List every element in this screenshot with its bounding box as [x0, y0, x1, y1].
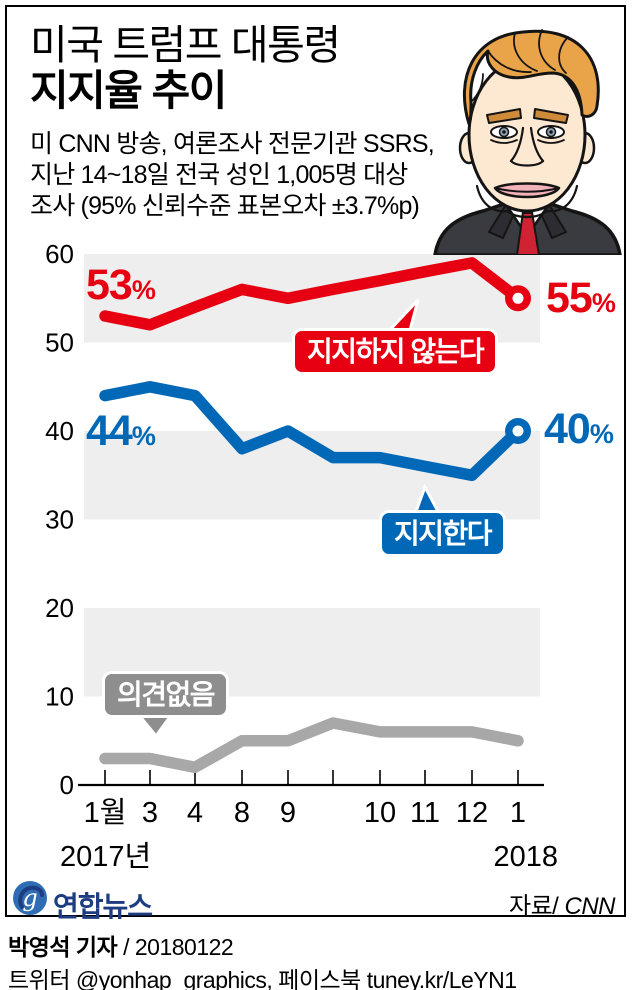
x-tick-label: 4 — [187, 797, 203, 829]
eye-line-left — [490, 139, 518, 144]
approve-start-value: 44% — [86, 407, 156, 455]
x-axis — [78, 770, 544, 787]
border-frame — [5, 5, 626, 917]
x-tick-label: 1 — [510, 797, 526, 829]
x-tick-label: 10 — [364, 797, 396, 829]
hair-strands — [470, 29, 569, 103]
page-title-line1: 미국 트럼프 대통령 — [30, 22, 341, 68]
x-tick-label: 8 — [234, 797, 250, 829]
y-axis-labels: 60 50 40 30 20 10 0 — [45, 239, 74, 800]
mouth-line — [494, 187, 560, 193]
approve-label-bubble: 지지한다 — [379, 510, 507, 557]
no-opinion-label-bubble: 의견없음 — [102, 671, 230, 718]
x-tick-label: 1월 — [84, 796, 127, 829]
x-tick-label: 3 — [142, 797, 158, 829]
pupil-left — [502, 130, 506, 134]
x-axis-labels: 1월 3 4 8 9 10 11 12 1 2017년 2018 — [60, 796, 558, 873]
eyebrow-right — [533, 108, 569, 124]
x-tick-label: 12 — [456, 797, 488, 829]
trump-illustration — [433, 29, 622, 255]
y-tick-label: 60 — [45, 239, 74, 269]
survey-description: 미 CNN 방송, 여론조사 전문기관 SSRS, 지난 14~18일 전국 성… — [30, 129, 435, 222]
y-tick-label: 20 — [45, 593, 74, 623]
x-tick-label: 9 — [280, 797, 296, 829]
y-tick-label: 40 — [45, 416, 74, 446]
series-end-marker-hole — [512, 425, 524, 437]
nose — [509, 126, 545, 167]
x-axis-year-left: 2017년 — [60, 841, 151, 873]
logo-g: g — [22, 884, 37, 912]
logo-swirl — [18, 885, 44, 909]
y-tick-label: 50 — [45, 328, 74, 358]
survey-description-line2: 지난 14~18일 전국 성인 1,005명 대상 — [30, 161, 408, 189]
page-title-line2: 지지율 추이 — [30, 67, 227, 114]
y-tick-label: 0 — [60, 770, 74, 800]
disapprove-start-value: 53% — [86, 261, 156, 309]
data-source: 자료/ CNN — [509, 893, 615, 920]
eye-line-right — [537, 139, 565, 144]
data-series-lines — [99, 257, 531, 774]
hair — [463, 29, 600, 126]
social-links: 트위터 @yonhap_graphics, 페이스북 tuney.kr/LeYN… — [8, 967, 517, 990]
series-line-2 — [99, 717, 524, 774]
yonhap-logo-icon: g — [13, 881, 47, 915]
series-line-1 — [99, 381, 524, 482]
x-tick-label: 11 — [410, 797, 440, 829]
y-tick-label: 30 — [45, 505, 74, 535]
jowl-lines — [475, 184, 579, 219]
y-tick-label: 10 — [45, 682, 74, 712]
x-axis-year-right: 2018 — [493, 841, 558, 873]
approve-end-value: 40% — [544, 405, 614, 453]
pupil-right — [549, 130, 553, 134]
yonhap-logo-text: 연합뉴스 — [53, 891, 153, 922]
disapprove-label-bubble: 지지하지 않는다 — [292, 328, 499, 375]
series-line-0 — [99, 257, 524, 331]
survey-description-line3: 조사 (95% 신뢰수준 표본오차 ±3.7%p) — [30, 192, 420, 220]
eyebrow-left — [486, 108, 522, 124]
disapprove-end-value: 55% — [546, 274, 616, 322]
series-end-marker-hole — [512, 292, 524, 304]
byline: 박영석 기자 / 20180122 — [8, 934, 234, 960]
survey-description-line1: 미 CNN 방송, 여론조사 전문기관 SSRS, — [30, 130, 435, 158]
